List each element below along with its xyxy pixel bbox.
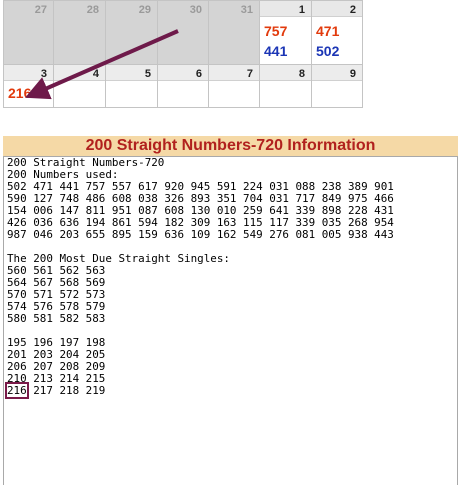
calendar-day-row1-4[interactable]: 31 [209, 1, 260, 65]
text-line: 210 213 214 215 [7, 372, 106, 385]
day-header-bar [260, 1, 311, 17]
calendar-day-row2-6[interactable]: 9 [312, 65, 363, 108]
day-number: 6 [195, 68, 202, 80]
draw-number: 441 [264, 43, 288, 59]
calendar-day-row2-5[interactable]: 8 [260, 65, 312, 108]
day-number: 29 [138, 4, 151, 16]
calendar-day-row1-6[interactable]: 2 471 502 [312, 1, 363, 65]
highlighted-number: 216 [5, 382, 29, 399]
line-rest: 217 218 219 [26, 384, 106, 397]
calendar-grid: 27 28 29 30 31 1 757 441 2 471 502 3 216 4 5 6 7 8 9 [3, 0, 363, 108]
day-number: 8 [298, 68, 305, 80]
calendar-day-row1-2[interactable]: 29 [106, 1, 158, 65]
calendar-day-row1-1[interactable]: 28 [54, 1, 106, 65]
text-line: 560 561 562 563 [7, 264, 106, 277]
day-number: 28 [86, 4, 99, 16]
text-line: 216 217 218 219 [4, 382, 457, 399]
text-line: 200 Numbers used: [7, 168, 119, 181]
info-title: 200 Straight Numbers-720 Information [3, 136, 458, 156]
calendar-day-row2-4[interactable]: 7 [209, 65, 260, 108]
day-number: 31 [240, 4, 253, 16]
day-header-bar [312, 1, 362, 17]
text-line: 574 576 578 579 [7, 300, 106, 313]
text-line: 200 Straight Numbers-720 [7, 156, 165, 169]
calendar-day-row1-0[interactable]: 27 [4, 1, 54, 65]
day-number: 27 [34, 4, 47, 16]
day-number: 5 [144, 68, 151, 80]
day-number: 7 [246, 68, 253, 80]
calendar-day-row1-3[interactable]: 30 [158, 1, 209, 65]
calendar-day-row2-0[interactable]: 3 216 [4, 65, 54, 108]
day-number: 30 [189, 4, 202, 16]
draw-number: 502 [316, 43, 340, 59]
text-line: 426 036 636 194 861 594 182 309 163 115 … [7, 216, 394, 229]
text-line: 195 196 197 198 [7, 336, 106, 349]
draw-number: 471 [316, 23, 340, 39]
calendar-day-row2-2[interactable]: 5 [106, 65, 158, 108]
text-line: 987 046 203 655 895 159 636 109 162 549 … [7, 228, 394, 241]
text-line: The 200 Most Due Straight Singles: [7, 252, 230, 265]
text-line: 590 127 748 486 608 038 326 893 351 704 … [7, 192, 394, 205]
text-line: 201 203 204 205 [7, 348, 106, 361]
day-header-bar [209, 65, 259, 81]
calendar-day-row2-1[interactable]: 4 [54, 65, 106, 108]
draw-number: 216 [8, 85, 32, 101]
text-line: 570 571 572 573 [7, 288, 106, 301]
text-line: 564 567 568 569 [7, 276, 106, 289]
day-header-bar [260, 65, 311, 81]
day-number: 4 [92, 68, 99, 80]
day-number: 1 [298, 4, 305, 16]
text-line: 154 006 147 811 951 087 608 130 010 259 … [7, 204, 394, 217]
text-line: 580 581 582 583 [7, 312, 106, 325]
day-number: 9 [349, 68, 356, 80]
day-header-bar [312, 65, 362, 81]
calendar-day-row1-5[interactable]: 1 757 441 [260, 1, 312, 65]
text-line: 206 207 208 209 [7, 360, 106, 373]
day-number: 3 [40, 68, 47, 80]
text-line: 502 471 441 757 557 617 920 945 591 224 … [7, 180, 394, 193]
info-text-panel[interactable]: 200 Straight Numbers-720 200 Numbers used… [3, 156, 458, 485]
calendar-day-row2-3[interactable]: 6 [158, 65, 209, 108]
day-number: 2 [349, 4, 356, 16]
draw-number: 757 [264, 23, 288, 39]
